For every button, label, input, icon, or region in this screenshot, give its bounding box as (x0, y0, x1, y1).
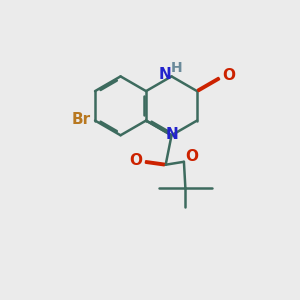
Text: Br: Br (71, 112, 91, 127)
Text: H: H (171, 61, 183, 75)
Text: N: N (166, 127, 179, 142)
Text: O: O (222, 68, 235, 83)
Text: O: O (129, 153, 142, 168)
Text: O: O (186, 149, 199, 164)
Text: N: N (159, 68, 172, 82)
